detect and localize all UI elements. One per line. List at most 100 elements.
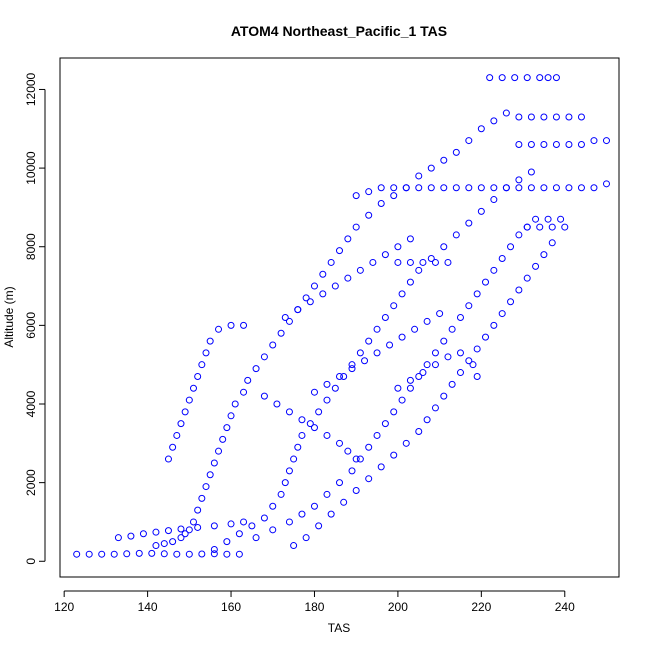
data-point bbox=[394, 258, 402, 266]
data-point bbox=[223, 424, 231, 432]
data-point bbox=[552, 113, 560, 121]
data-point bbox=[431, 349, 439, 357]
data-point bbox=[381, 251, 389, 259]
data-point bbox=[210, 550, 218, 558]
y-tick-label: 2000 bbox=[24, 469, 38, 496]
data-point bbox=[427, 255, 435, 263]
data-point bbox=[415, 172, 423, 180]
data-point bbox=[444, 258, 452, 266]
data-point bbox=[356, 349, 364, 357]
data-point bbox=[298, 431, 306, 439]
data-point bbox=[498, 255, 506, 263]
data-point bbox=[373, 431, 381, 439]
data-point bbox=[365, 188, 373, 196]
data-point bbox=[177, 525, 185, 533]
data-point bbox=[352, 192, 360, 200]
data-point bbox=[561, 223, 569, 231]
data-point bbox=[394, 384, 402, 392]
data-point bbox=[373, 349, 381, 357]
data-point bbox=[310, 424, 318, 432]
data-point bbox=[240, 518, 248, 526]
data-point bbox=[452, 184, 460, 192]
data-point bbox=[498, 310, 506, 318]
data-point bbox=[127, 532, 135, 540]
data-point bbox=[177, 534, 185, 542]
data-point bbox=[498, 74, 506, 82]
data-point bbox=[98, 550, 106, 558]
data-point bbox=[540, 141, 548, 148]
data-point bbox=[285, 467, 293, 475]
data-point bbox=[252, 365, 260, 373]
data-point bbox=[532, 215, 540, 223]
data-point bbox=[198, 361, 206, 369]
data-point bbox=[198, 550, 206, 558]
data-point bbox=[415, 428, 423, 436]
data-point bbox=[440, 156, 448, 164]
data-point bbox=[436, 310, 444, 318]
data-point bbox=[415, 266, 423, 274]
data-point bbox=[544, 215, 552, 223]
data-point bbox=[456, 349, 464, 357]
data-point bbox=[194, 372, 202, 380]
data-point bbox=[552, 74, 560, 82]
data-point bbox=[515, 176, 523, 184]
data-point bbox=[185, 550, 193, 558]
data-point bbox=[310, 502, 318, 510]
data-point bbox=[465, 137, 473, 145]
x-tick-label: 120 bbox=[54, 600, 74, 614]
data-point bbox=[544, 74, 552, 82]
data-point bbox=[373, 325, 381, 333]
data-point bbox=[590, 137, 598, 145]
data-point bbox=[356, 266, 364, 274]
data-point bbox=[181, 408, 189, 416]
data-point bbox=[290, 455, 298, 463]
data-point bbox=[523, 274, 531, 282]
x-tick-label: 140 bbox=[138, 600, 158, 614]
data-point bbox=[548, 239, 556, 247]
data-point bbox=[319, 290, 327, 298]
data-point bbox=[73, 550, 81, 558]
data-point bbox=[557, 215, 565, 223]
data-point bbox=[440, 337, 448, 345]
data-point bbox=[473, 372, 481, 380]
x-axis-label: TAS bbox=[328, 621, 350, 635]
data-point bbox=[336, 247, 343, 255]
data-point bbox=[323, 396, 331, 404]
data-point bbox=[490, 321, 498, 329]
data-point bbox=[390, 451, 398, 459]
data-point bbox=[285, 317, 293, 325]
data-point bbox=[365, 475, 373, 483]
data-point bbox=[344, 274, 352, 282]
data-point bbox=[406, 278, 414, 286]
x-tick-label: 180 bbox=[304, 600, 324, 614]
data-point bbox=[340, 372, 348, 380]
data-point bbox=[235, 550, 243, 558]
data-point bbox=[169, 538, 177, 546]
data-point bbox=[565, 141, 573, 148]
y-tick-label: 6000 bbox=[24, 312, 38, 339]
data-point bbox=[227, 321, 235, 329]
data-point bbox=[169, 443, 177, 451]
data-point bbox=[590, 184, 598, 192]
data-point bbox=[240, 321, 248, 329]
data-point bbox=[381, 314, 389, 321]
data-point bbox=[198, 494, 206, 502]
data-point bbox=[406, 376, 414, 384]
data-point bbox=[365, 337, 373, 345]
data-point bbox=[469, 361, 477, 369]
data-point bbox=[185, 396, 193, 404]
data-point bbox=[114, 534, 122, 542]
data-point bbox=[369, 258, 377, 266]
data-point bbox=[444, 353, 452, 361]
data-point bbox=[310, 388, 318, 396]
data-point bbox=[331, 384, 339, 392]
data-point bbox=[285, 408, 293, 416]
data-point bbox=[356, 455, 364, 463]
data-point bbox=[173, 431, 181, 439]
y-tick-label: 12000 bbox=[24, 72, 38, 106]
data-point bbox=[336, 479, 343, 487]
data-point bbox=[194, 523, 202, 531]
data-point bbox=[411, 325, 419, 333]
data-point bbox=[502, 184, 510, 192]
data-point bbox=[365, 443, 373, 451]
